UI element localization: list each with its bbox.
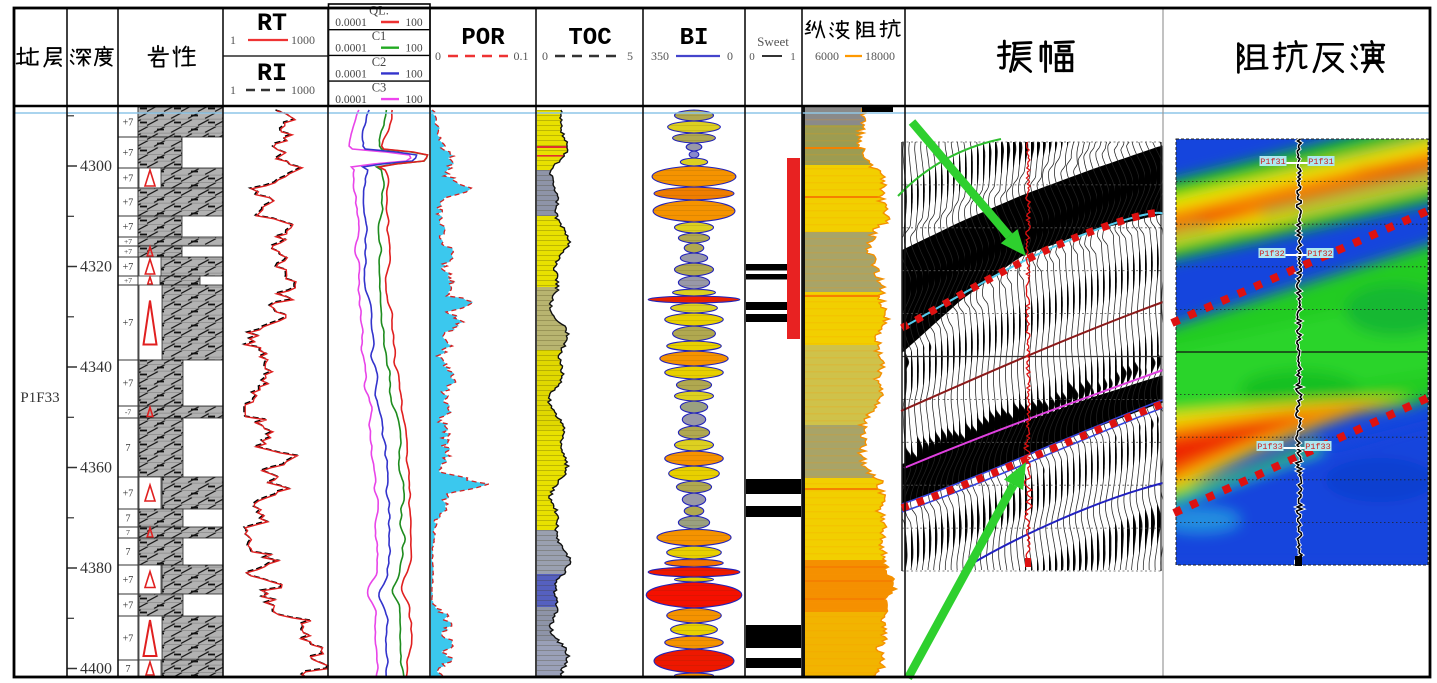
svg-text:4300: 4300 bbox=[80, 158, 112, 175]
svg-text:0: 0 bbox=[749, 51, 755, 63]
svg-text:TOC: TOC bbox=[568, 25, 611, 52]
svg-text:1000: 1000 bbox=[291, 33, 315, 47]
svg-text:+7: +7 bbox=[124, 237, 132, 246]
svg-text:4400: 4400 bbox=[80, 661, 112, 678]
svg-text:+7: +7 bbox=[123, 262, 134, 273]
svg-text:+7: +7 bbox=[123, 174, 134, 185]
svg-text:+7: +7 bbox=[123, 379, 134, 390]
svg-text:Sweet: Sweet bbox=[757, 34, 789, 49]
svg-text:1000: 1000 bbox=[291, 83, 315, 97]
svg-text:P1f33: P1f33 bbox=[1305, 442, 1331, 452]
svg-text:7: 7 bbox=[126, 547, 131, 558]
svg-text:100: 100 bbox=[405, 43, 423, 55]
svg-text:7: 7 bbox=[126, 443, 131, 454]
svg-text:QL.: QL. bbox=[369, 4, 389, 18]
svg-text:-7: -7 bbox=[125, 408, 131, 417]
svg-text:+7: +7 bbox=[123, 222, 134, 233]
svg-text:P1f33: P1f33 bbox=[1257, 442, 1283, 452]
svg-text:18000: 18000 bbox=[865, 49, 895, 63]
svg-text:+7: +7 bbox=[123, 634, 134, 645]
svg-text:RI: RI bbox=[257, 59, 287, 88]
svg-text:100: 100 bbox=[405, 94, 423, 106]
svg-text:0: 0 bbox=[435, 49, 441, 63]
svg-text:+7: +7 bbox=[123, 318, 134, 329]
svg-text:P1f31: P1f31 bbox=[1308, 157, 1334, 167]
svg-text:BI: BI bbox=[680, 25, 709, 52]
svg-text:C2: C2 bbox=[372, 55, 387, 69]
svg-text:+7: +7 bbox=[124, 276, 132, 285]
svg-text:1: 1 bbox=[230, 83, 236, 97]
svg-text:+7: +7 bbox=[124, 247, 132, 256]
svg-text:0: 0 bbox=[542, 49, 548, 63]
svg-text:7: 7 bbox=[126, 514, 131, 525]
svg-text:+7: +7 bbox=[123, 489, 134, 500]
svg-text:350: 350 bbox=[651, 49, 669, 63]
svg-text:6000: 6000 bbox=[815, 49, 839, 63]
svg-text:P1f32: P1f32 bbox=[1259, 249, 1285, 259]
svg-text:C3: C3 bbox=[372, 81, 387, 95]
svg-text:0.0001: 0.0001 bbox=[335, 17, 367, 29]
svg-text:4360: 4360 bbox=[80, 460, 112, 477]
svg-text:RT: RT bbox=[257, 9, 287, 38]
svg-text:100: 100 bbox=[405, 68, 423, 80]
svg-text:1: 1 bbox=[230, 33, 236, 47]
svg-text:+7: +7 bbox=[123, 148, 134, 159]
svg-text:C1: C1 bbox=[372, 29, 387, 43]
svg-text:P1F33: P1F33 bbox=[20, 390, 59, 406]
svg-text:5: 5 bbox=[627, 49, 633, 63]
svg-text:+7: +7 bbox=[123, 118, 134, 129]
svg-text:100: 100 bbox=[405, 17, 423, 29]
svg-text:0: 0 bbox=[727, 49, 733, 63]
svg-text:+7: +7 bbox=[123, 198, 134, 209]
svg-text:4320: 4320 bbox=[80, 259, 112, 276]
svg-text:P1f32: P1f32 bbox=[1307, 249, 1333, 259]
svg-text:0.0001: 0.0001 bbox=[335, 68, 367, 80]
svg-text:4380: 4380 bbox=[80, 560, 112, 577]
svg-text:7: 7 bbox=[126, 528, 130, 537]
svg-text:+7: +7 bbox=[123, 601, 134, 612]
svg-text:P1f31: P1f31 bbox=[1260, 157, 1286, 167]
svg-text:0.0001: 0.0001 bbox=[335, 43, 367, 55]
svg-text:0.1: 0.1 bbox=[514, 49, 529, 63]
svg-text:7: 7 bbox=[126, 664, 131, 675]
svg-text:POR: POR bbox=[461, 25, 505, 52]
svg-text:+7: +7 bbox=[123, 575, 134, 586]
svg-text:4340: 4340 bbox=[80, 359, 112, 376]
svg-text:0.0001: 0.0001 bbox=[335, 94, 367, 106]
svg-text:1: 1 bbox=[790, 51, 796, 63]
